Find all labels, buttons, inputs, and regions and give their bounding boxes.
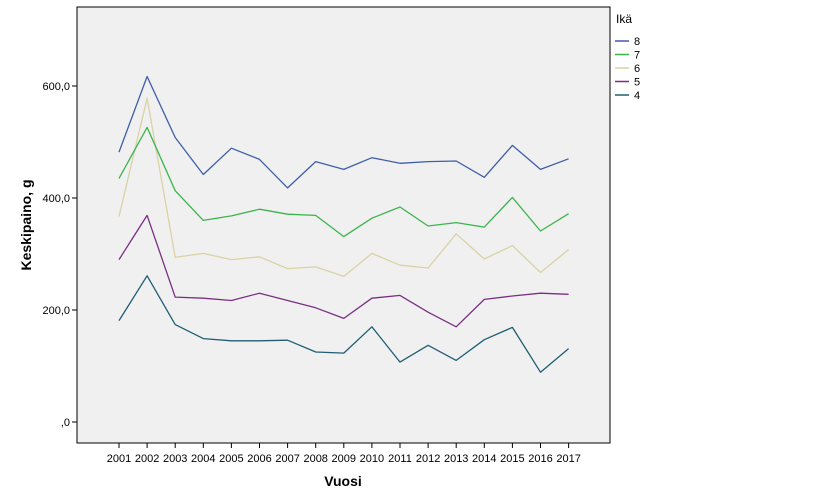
x-tick-label: 2013 bbox=[444, 453, 468, 465]
x-tick-label: 2007 bbox=[275, 453, 299, 465]
series-line-6 bbox=[118, 97, 570, 278]
y-tick-label: 400,0 bbox=[42, 193, 70, 205]
series-line-4 bbox=[118, 275, 570, 373]
legend-label-5: 5 bbox=[634, 77, 640, 89]
x-tick-label: 2002 bbox=[135, 453, 159, 465]
y-axis-title: Keskipaino, g bbox=[18, 179, 34, 270]
legend-items: 8 76 54 bbox=[615, 36, 640, 102]
series-line-8 bbox=[118, 75, 569, 189]
series-line-5 bbox=[118, 214, 569, 328]
y-tick-label: 600,0 bbox=[42, 81, 70, 93]
x-tick-label: 2008 bbox=[303, 453, 327, 465]
series-lines bbox=[118, 75, 570, 373]
x-axis-title: Vuosi bbox=[324, 473, 362, 489]
x-tick-label: 2012 bbox=[416, 453, 440, 465]
series-line-7 bbox=[118, 126, 569, 238]
legend-label-4: 4 bbox=[634, 90, 640, 102]
x-tick-label: 2003 bbox=[163, 453, 187, 465]
legend: Ikä 8 76 54 bbox=[615, 12, 640, 102]
x-axis-ticks: 2001 2002 2003 2004 2005 2006 2007 2008 2009 2010… bbox=[107, 443, 581, 465]
plot-area bbox=[76, 6, 611, 444]
legend-label-8: 8 bbox=[634, 36, 640, 48]
x-tick-label: 2009 bbox=[332, 453, 356, 465]
x-tick-label: 2005 bbox=[219, 453, 243, 465]
x-tick-label: 2014 bbox=[472, 453, 496, 465]
legend-title: Ikä bbox=[616, 12, 632, 26]
x-tick-label: 2010 bbox=[360, 453, 384, 465]
x-tick-label: 2016 bbox=[528, 453, 552, 465]
legend-label-6: 6 bbox=[634, 63, 640, 75]
x-tick-label: 2006 bbox=[247, 453, 271, 465]
x-tick-label: 2017 bbox=[556, 453, 580, 465]
y-tick-label: ,0 bbox=[61, 417, 70, 429]
x-tick-label: 2001 bbox=[107, 453, 131, 465]
x-tick-label: 2004 bbox=[191, 453, 215, 465]
y-tick-label: 200,0 bbox=[42, 305, 70, 317]
x-tick-label: 2011 bbox=[388, 453, 412, 465]
legend-label-7: 7 bbox=[634, 50, 640, 62]
y-axis-ticks: ,0 200,0 400,0 600,0 bbox=[42, 81, 77, 429]
x-tick-label: 2015 bbox=[500, 453, 524, 465]
